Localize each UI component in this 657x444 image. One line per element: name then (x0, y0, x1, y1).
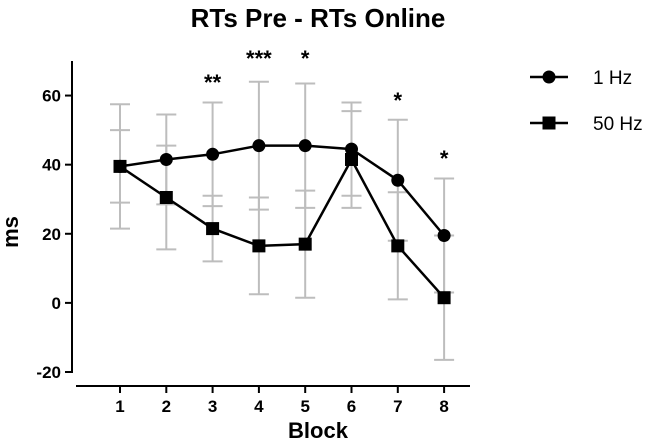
x-tick-label: 2 (162, 397, 171, 416)
legend-marker-circle (542, 70, 556, 84)
significance-marker: * (301, 46, 310, 71)
x-tick-label: 5 (300, 397, 309, 416)
x-tick-label: 6 (347, 397, 356, 416)
x-tick-label: 4 (254, 397, 264, 416)
data-point-square (391, 239, 405, 253)
data-point-square (113, 159, 127, 173)
data-point-circle (206, 147, 220, 161)
error-bars (110, 80, 455, 361)
data-point-circle (437, 229, 451, 243)
data-point-square (345, 152, 358, 166)
data-point-circle (298, 139, 312, 153)
data-point-square (298, 237, 312, 251)
significance-marker: * (440, 146, 449, 171)
data-point-square (252, 239, 266, 253)
data-point-circle (159, 152, 173, 166)
data-point-circle (391, 173, 405, 187)
x-tick-label: 7 (393, 397, 402, 416)
series-layer (113, 139, 451, 305)
data-point-circle (345, 142, 358, 156)
legend-label: 50 Hz (593, 114, 643, 135)
y-tick-label: 40 (42, 156, 61, 175)
data-point-circle (252, 139, 266, 153)
y-tick-label: 0 (52, 294, 61, 313)
legend-marker-square (542, 116, 556, 130)
x-tick-label: 3 (208, 397, 217, 416)
significance-annotations: ***** *** (204, 46, 449, 171)
chart-title: RTs Pre - RTs Online (191, 3, 446, 33)
data-point-square (159, 190, 173, 204)
series-line-1 (119, 144, 446, 237)
y-tick-label: 20 (42, 225, 61, 244)
x-tick-label: 1 (115, 397, 124, 416)
y-tick-label: 60 (42, 87, 61, 106)
data-point-square (437, 291, 451, 305)
legend: 1 Hz 50 Hz (530, 68, 643, 135)
axes: -20 0 20 40 60 1 2 3 4 5 6 7 8 (36, 61, 470, 416)
significance-marker: * (394, 88, 403, 113)
y-tick-label: -20 (36, 363, 61, 382)
series-line-2 (119, 156, 446, 299)
data-point-square (206, 222, 220, 236)
legend-label: 1 Hz (593, 68, 632, 89)
x-axis-title: Block (288, 418, 349, 443)
significance-marker: ** (204, 70, 222, 95)
y-axis-title: ms (0, 216, 23, 248)
significance-marker: *** (246, 46, 272, 71)
x-tick-label: 8 (439, 397, 448, 416)
